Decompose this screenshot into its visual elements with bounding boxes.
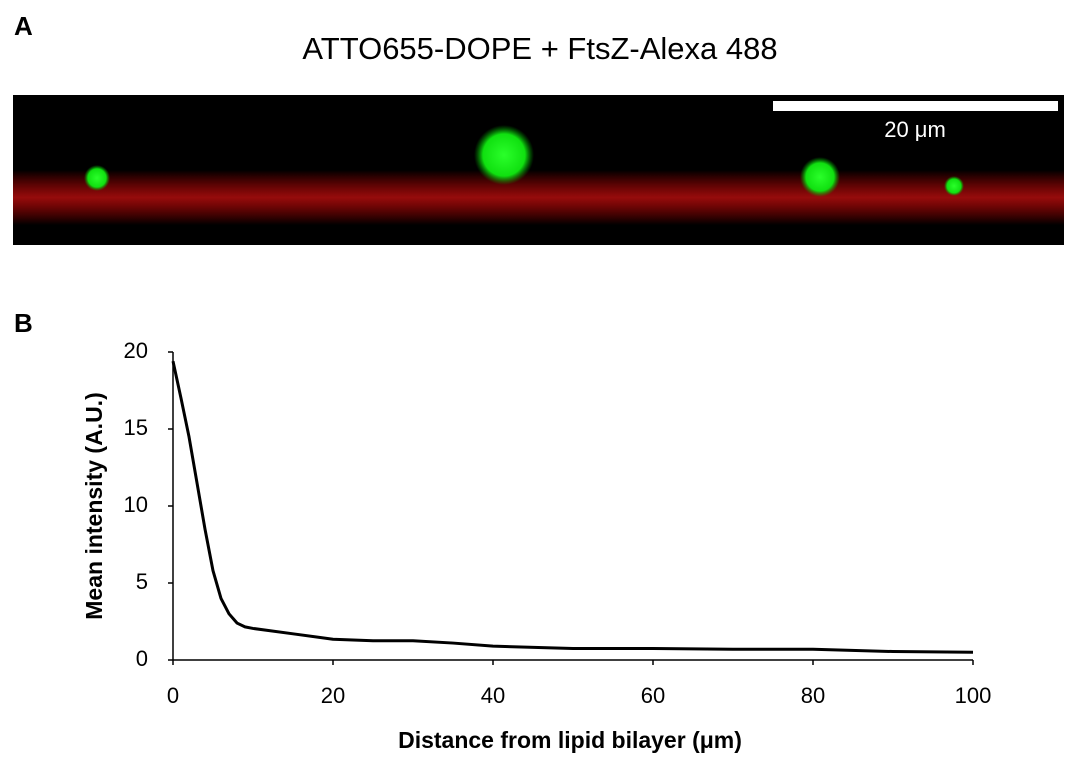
x-tick-label: 40	[481, 683, 505, 708]
x-tick-label: 100	[955, 683, 992, 708]
ftsz-spot	[474, 125, 534, 185]
image-title: ATTO655-DOPE + FtsZ-Alexa 488	[302, 31, 777, 66]
x-axis-title: Distance from lipid bilayer (μm)	[398, 727, 742, 753]
y-tick-label: 10	[124, 492, 148, 517]
ftsz-spot	[800, 157, 840, 197]
panel-label: B	[14, 308, 33, 338]
ftsz-spot	[84, 165, 110, 191]
y-axis-title: Mean intensity (A.U.)	[81, 392, 107, 619]
x-tick-label: 0	[167, 683, 179, 708]
x-tick-label: 80	[801, 683, 825, 708]
x-tick-label: 20	[321, 683, 345, 708]
y-tick-label: 15	[124, 415, 148, 440]
scale-bar	[773, 101, 1058, 111]
y-tick-label: 5	[136, 569, 148, 594]
lipid-bilayer	[13, 170, 1064, 225]
scale-bar-label: 20 μm	[884, 117, 946, 142]
data-line	[171, 360, 974, 654]
x-tick-label: 60	[641, 683, 665, 708]
panel-label: A	[14, 11, 33, 41]
y-tick-label: 0	[136, 646, 148, 671]
ftsz-spot	[944, 176, 964, 196]
y-tick-label: 20	[124, 338, 148, 363]
